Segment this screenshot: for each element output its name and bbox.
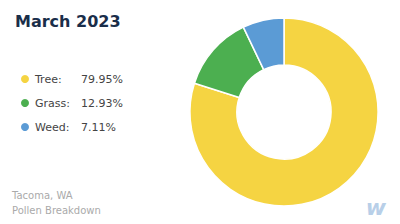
svg-text:Tacoma, WA: Tacoma, WA (11, 190, 73, 201)
svg-text:Tree:: Tree: (34, 73, 62, 86)
svg-text:March 2023: March 2023 (15, 12, 121, 31)
svg-text:79.95%: 79.95% (81, 73, 123, 86)
svg-text:12.93%: 12.93% (81, 97, 123, 110)
svg-text:Weed:: Weed: (35, 121, 69, 134)
svg-text:Grass:: Grass: (35, 97, 70, 110)
svg-text:Pollen Breakdown: Pollen Breakdown (12, 205, 101, 216)
svg-text:w: w (366, 195, 387, 220)
svg-text:7.11%: 7.11% (81, 121, 116, 134)
